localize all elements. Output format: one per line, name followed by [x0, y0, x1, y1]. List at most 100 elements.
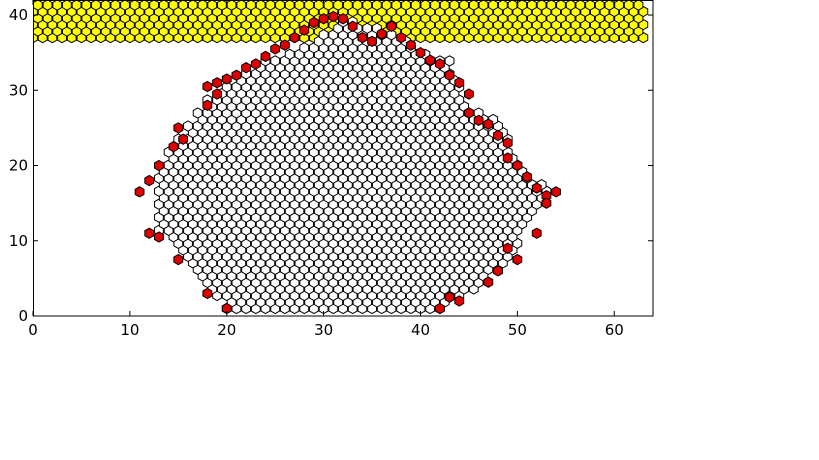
top-band-hexagon — [565, 0, 576, 11]
top-band-hexagon — [294, 0, 305, 11]
boundary-hexagon — [425, 54, 436, 66]
boundary-hexagon — [318, 13, 329, 25]
boundary-hexagon — [357, 31, 368, 44]
boundary-hexagon — [202, 287, 213, 300]
top-band-hexagon — [468, 0, 479, 11]
droplet-hexagon — [270, 55, 281, 67]
top-band-hexagon — [478, 0, 489, 11]
top-band-hexagon — [497, 0, 508, 11]
hexagon-marks — [33, 0, 649, 315]
boundary-hexagon — [260, 50, 271, 63]
top-band-hexagon — [526, 0, 537, 11]
boundary-hexagon — [270, 43, 281, 55]
top-band-hexagon — [420, 0, 431, 11]
top-band-hexagon — [52, 0, 63, 11]
boundary-hexagon — [512, 159, 523, 172]
boundary-hexagon — [231, 69, 242, 81]
boundary-hexagon — [551, 186, 562, 198]
top-band-hexagon — [313, 0, 324, 11]
boundary-hexagon — [405, 39, 416, 51]
boundary-hexagon — [434, 302, 445, 315]
y-tick-label: 30 — [9, 81, 28, 99]
droplet-hexagon — [299, 42, 310, 54]
top-band-hexagon — [623, 0, 634, 11]
boundary-hexagon — [221, 73, 232, 85]
boundary-hexagon — [347, 20, 358, 33]
boundary-hexagon — [241, 62, 252, 74]
top-band-hexagon — [236, 0, 247, 11]
top-band-hexagon — [42, 0, 53, 11]
boundary-hexagon — [502, 152, 513, 164]
droplet-hexagon — [192, 107, 203, 119]
y-tick-label: 10 — [9, 232, 28, 250]
top-band-hexagon — [430, 0, 440, 11]
boundary-hexagon — [493, 129, 503, 142]
top-band-hexagon — [371, 0, 382, 11]
top-band-hexagon — [614, 0, 625, 11]
top-band-hexagon — [207, 0, 218, 11]
top-band-hexagon — [536, 0, 547, 11]
top-band-hexagon — [100, 0, 111, 11]
boundary-hexagon — [473, 114, 484, 127]
droplet-hexagon — [284, 48, 295, 61]
droplet-hexagon — [221, 81, 232, 93]
top-band-hexagon — [459, 0, 470, 11]
y-tick-label: 0 — [18, 307, 28, 325]
y-tick-label: 40 — [9, 6, 28, 24]
top-band-hexagon — [110, 0, 121, 11]
boundary-hexagon — [522, 171, 532, 183]
top-band-hexagon — [575, 0, 586, 11]
boundary-hexagon — [434, 58, 445, 70]
top-band-hexagon — [284, 0, 295, 11]
top-band-hexagon — [391, 0, 402, 11]
boundary-hexagon — [454, 295, 465, 307]
top-band-hexagon — [168, 0, 179, 11]
boundary-hexagon — [154, 231, 164, 243]
top-band-hexagon — [633, 0, 644, 11]
boundary-hexagon — [444, 291, 455, 303]
boundary-hexagon — [279, 39, 290, 51]
top-band-hexagon — [149, 0, 160, 11]
top-band-hexagon — [362, 0, 373, 11]
top-band-hexagon — [352, 0, 363, 11]
x-tick-label: 50 — [508, 321, 527, 339]
boundary-hexagon — [328, 10, 339, 23]
boundary-hexagon — [212, 77, 222, 89]
plot-frame — [33, 0, 654, 317]
top-band-hexagon — [81, 0, 92, 11]
top-band-hexagon — [323, 0, 334, 11]
boundary-hexagon — [502, 137, 513, 149]
top-band-hexagon — [120, 0, 130, 11]
boundary-hexagon — [541, 197, 552, 209]
top-band-hexagon — [585, 0, 595, 11]
boundary-hexagon — [531, 182, 542, 194]
boundary-hexagon — [367, 35, 377, 48]
top-band-hexagon — [333, 0, 344, 11]
boundary-hexagon — [202, 99, 213, 112]
top-band-hexagon — [449, 0, 460, 11]
top-band-hexagon — [507, 0, 518, 11]
boundary-hexagon — [144, 174, 155, 187]
droplet-hexagon — [362, 22, 373, 34]
boundary-hexagon — [134, 186, 145, 198]
boundary-hexagon — [250, 58, 261, 70]
top-band-hexagon — [410, 0, 421, 11]
top-band-hexagon — [556, 0, 566, 11]
boundary-hexagon — [173, 253, 184, 266]
top-band-hexagon — [488, 0, 499, 11]
boundary-hexagon — [464, 88, 474, 100]
top-band-hexagon — [439, 0, 450, 11]
y-tick-label: 20 — [9, 157, 28, 175]
top-band-hexagon — [91, 0, 101, 11]
x-tick-label: 60 — [605, 321, 624, 339]
top-band-hexagon — [246, 0, 256, 11]
boundary-hexagon — [202, 80, 213, 93]
boundary-hexagon — [512, 253, 523, 266]
x-tick-label: 30 — [314, 321, 333, 339]
boundary-hexagon — [154, 159, 164, 172]
top-band-hexagon — [546, 0, 557, 11]
top-band-hexagon — [275, 0, 285, 11]
boundary-hexagon — [173, 122, 184, 134]
top-band-hexagon — [197, 0, 208, 11]
